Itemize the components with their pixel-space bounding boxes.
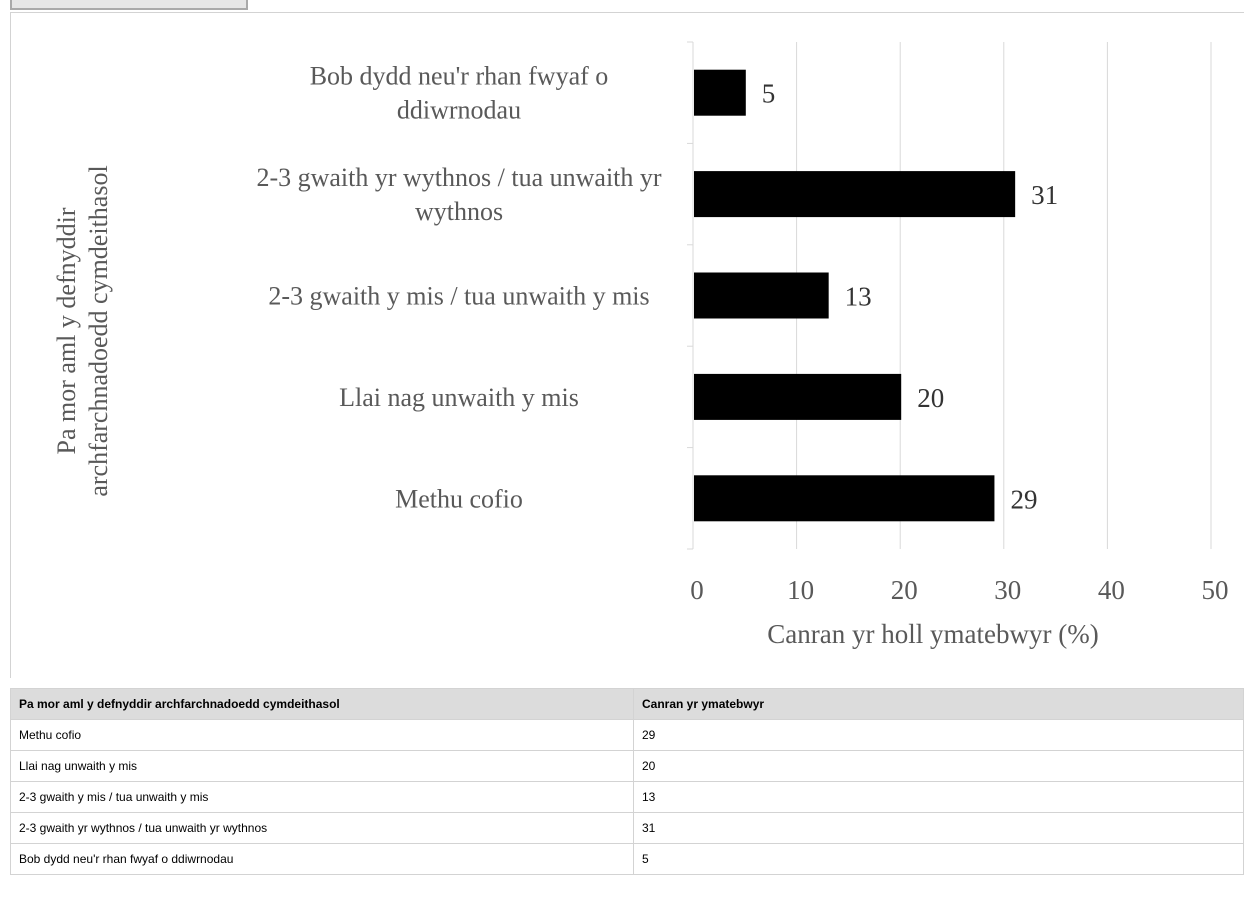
table-row: 2-3 gwaith yr wythnos / tua unwaith yr w… bbox=[10, 812, 1244, 844]
chart-frame: 5 Bob dydd neu'r rhan fwyaf o ddiwrnodau 31… bbox=[10, 12, 1244, 678]
x-tick-label: 30 bbox=[994, 575, 1021, 605]
y-axis-title: archfarchnadoedd cymdeithasol bbox=[84, 165, 113, 496]
category-label: 2-3 gwaith y mis / tua unwaith y mis bbox=[268, 282, 649, 311]
category-label: Llai nag unwaith y mis bbox=[339, 383, 579, 412]
category-label: ddiwrnodau bbox=[397, 96, 521, 125]
bar bbox=[694, 272, 829, 319]
table-cell-category: Methu cofio bbox=[10, 719, 634, 751]
bar bbox=[694, 171, 1016, 218]
x-tick-label: 0 bbox=[690, 575, 704, 605]
table-cell-value: 31 bbox=[633, 812, 1244, 844]
x-tick-label: 40 bbox=[1098, 575, 1125, 605]
table-cell-value: 20 bbox=[633, 750, 1244, 782]
table-header-row: Pa mor aml y defnyddir archfarchnadoedd … bbox=[10, 688, 1244, 720]
table-cell-category: Llai nag unwaith y mis bbox=[10, 750, 634, 782]
data-table: Pa mor aml y defnyddir archfarchnadoedd … bbox=[10, 688, 1244, 875]
bar-value-label: 20 bbox=[917, 383, 944, 413]
x-tick-label: 10 bbox=[787, 575, 814, 605]
table-row: 2-3 gwaith y mis / tua unwaith y mis 13 bbox=[10, 781, 1244, 813]
table-row: Llai nag unwaith y mis 20 bbox=[10, 750, 1244, 782]
table-header-percent: Canran yr ymatebwyr bbox=[633, 688, 1244, 720]
table-row: Methu cofio 29 bbox=[10, 719, 1244, 751]
table-cell-category: 2-3 gwaith yr wythnos / tua unwaith yr w… bbox=[10, 812, 634, 844]
bar bbox=[694, 475, 995, 522]
table-cell-value: 5 bbox=[633, 843, 1244, 875]
category-label: Methu cofio bbox=[395, 484, 523, 513]
category-label: wythnos bbox=[415, 197, 503, 226]
x-axis-title: Canran yr holl ymatebwyr (%) bbox=[767, 619, 1098, 649]
bar bbox=[694, 373, 902, 420]
table-cell-category: 2-3 gwaith y mis / tua unwaith y mis bbox=[10, 781, 634, 813]
bar-value-label: 13 bbox=[845, 282, 872, 312]
table-cell-value: 13 bbox=[633, 781, 1244, 813]
table-cell-category: Bob dydd neu'r rhan fwyaf o ddiwrnodau bbox=[10, 843, 634, 875]
x-tick-label: 20 bbox=[891, 575, 918, 605]
table-cell-value: 29 bbox=[633, 719, 1244, 751]
bar-value-label: 5 bbox=[762, 79, 776, 109]
top-tab[interactable] bbox=[10, 0, 248, 10]
bar bbox=[694, 69, 746, 116]
table-header-frequency: Pa mor aml y defnyddir archfarchnadoedd … bbox=[10, 688, 634, 720]
table-row: Bob dydd neu'r rhan fwyaf o ddiwrnodau 5 bbox=[10, 843, 1244, 875]
x-tick-label: 50 bbox=[1202, 575, 1229, 605]
bar-chart: 5 Bob dydd neu'r rhan fwyaf o ddiwrnodau 31… bbox=[52, 41, 1229, 649]
y-axis-title: Pa mor aml y defnyddir bbox=[52, 207, 81, 454]
bar-value-label: 31 bbox=[1031, 180, 1058, 210]
category-label: 2-3 gwaith yr wythnos / tua unwaith yr bbox=[256, 163, 661, 192]
bar-value-label: 29 bbox=[1010, 484, 1037, 514]
category-label: Bob dydd neu'r rhan fwyaf o bbox=[310, 62, 609, 91]
